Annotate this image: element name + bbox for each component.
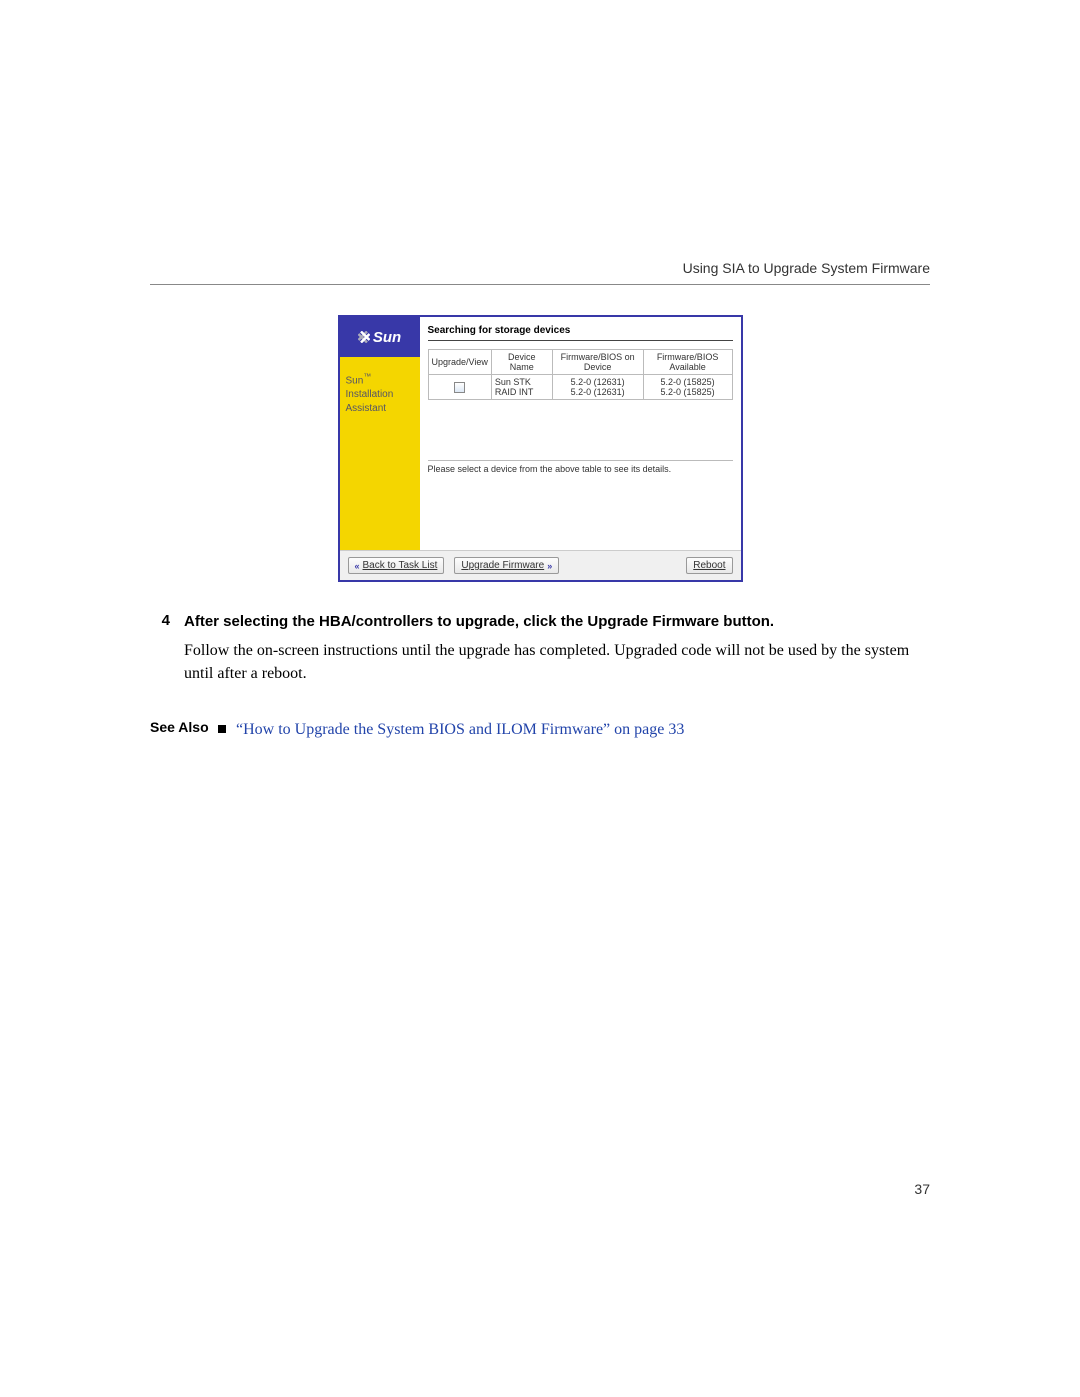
tm-symbol: ™ — [363, 372, 371, 381]
sidebar-line1: Sun — [346, 375, 364, 386]
screenshot-title: Searching for storage devices — [428, 325, 733, 341]
sun-logo-text: Sun — [373, 329, 401, 346]
cell-available: 5.2-0 (15825) 5.2-0 (15825) — [643, 375, 732, 400]
col-fw-available: Firmware/BIOS Available — [643, 350, 732, 375]
sun-logo: Sun — [340, 317, 420, 357]
header-title: Using SIA to Upgrade System Firmware — [683, 260, 930, 276]
details-panel: Please select a device from the above ta… — [428, 460, 733, 550]
page-number: 37 — [914, 1181, 930, 1197]
sun-logo-icon — [358, 331, 370, 343]
table-row[interactable]: Sun STK RAID INT 5.2-0 (12631) 5.2-0 (12… — [428, 375, 732, 400]
chevron-right-icon: » — [547, 561, 552, 571]
cell-checkbox[interactable] — [428, 375, 491, 400]
bullet-icon — [218, 725, 226, 733]
cell-device-name: Sun STK RAID INT — [491, 375, 552, 400]
screenshot-body: Sun Sun™ Installation Assistant Searchin… — [340, 317, 741, 550]
reboot-button-label: Reboot — [693, 560, 725, 571]
back-button-label: Back to Task List — [363, 560, 438, 571]
upgrade-button-label: Upgrade Firmware — [461, 560, 544, 571]
sidebar-line3: Assistant — [346, 403, 387, 414]
step-4: 4 After selecting the HBA/controllers to… — [150, 612, 930, 685]
see-also-link[interactable]: “How to Upgrade the System BIOS and ILOM… — [236, 721, 684, 738]
chevron-left-icon: « — [355, 561, 360, 571]
see-also-section: See Also “How to Upgrade the System BIOS… — [150, 719, 930, 741]
table-header-row: Upgrade/View Device Name Firmware/BIOS o… — [428, 350, 732, 375]
screenshot-container: Sun Sun™ Installation Assistant Searchin… — [150, 315, 930, 582]
step-number: 4 — [150, 612, 184, 685]
see-also-label: See Also — [150, 719, 218, 735]
device-table: Upgrade/View Device Name Firmware/BIOS o… — [428, 349, 733, 400]
sidebar-line2: Installation — [346, 389, 394, 400]
screenshot-sidebar: Sun Sun™ Installation Assistant — [340, 317, 420, 550]
sidebar-nav: Sun™ Installation Assistant — [340, 357, 420, 550]
screenshot-footer: « Back to Task List Upgrade Firmware » R… — [340, 550, 741, 580]
col-upgrade-view: Upgrade/View — [428, 350, 491, 375]
sia-screenshot: Sun Sun™ Installation Assistant Searchin… — [338, 315, 743, 582]
reboot-button[interactable]: Reboot — [686, 557, 732, 574]
col-fw-on-device: Firmware/BIOS on Device — [552, 350, 643, 375]
upgrade-firmware-button[interactable]: Upgrade Firmware » — [454, 557, 559, 574]
upgrade-checkbox-icon[interactable] — [454, 382, 465, 393]
see-also-body: “How to Upgrade the System BIOS and ILOM… — [218, 719, 930, 741]
step-text: Follow the on-screen instructions until … — [184, 640, 930, 685]
back-button[interactable]: « Back to Task List — [348, 557, 445, 574]
screenshot-main: Searching for storage devices Upgrade/Vi… — [420, 317, 741, 550]
cell-on-device: 5.2-0 (12631) 5.2-0 (12631) — [552, 375, 643, 400]
page-header: Using SIA to Upgrade System Firmware — [150, 260, 930, 285]
step-heading: After selecting the HBA/controllers to u… — [184, 612, 930, 632]
step-body: After selecting the HBA/controllers to u… — [184, 612, 930, 685]
col-device-name: Device Name — [491, 350, 552, 375]
